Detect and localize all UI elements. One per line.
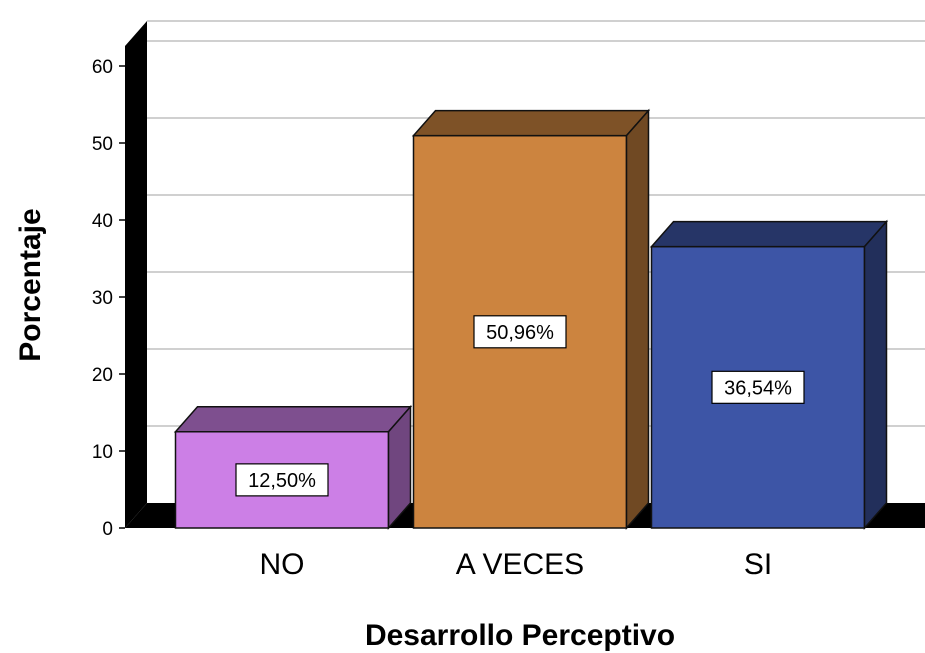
y-tick-label: 40 [92,211,113,232]
y-tick-label: 20 [92,365,113,386]
bars: 12,50% 50,96% 36,54% [173,108,889,530]
data-label: 12,50% [248,470,316,492]
data-label: 50,96% [486,322,554,344]
x-category-label: NO [260,548,305,581]
bar-side [625,108,650,530]
bar-side [863,219,888,530]
y-tick-label: 60 [92,57,113,78]
y-tick-label: 0 [102,519,113,540]
y-tick-label: 30 [92,288,113,309]
x-axis-categories: NO A VECES SI [260,548,773,581]
y-axis-title: Porcentaje [14,208,47,361]
y-tick-label: 10 [92,442,113,463]
y-axis-ticks: 0 10 20 30 40 50 60 [92,57,125,540]
data-label-box [711,370,805,404]
y-tick-label: 50 [92,134,113,155]
data-label-box [235,463,329,497]
bar-3: 36,54% [649,219,889,530]
bar-1: 12,50% [173,404,413,530]
bar-2: 50,96% [411,108,651,530]
bar-top [649,220,889,248]
x-category-label: SI [744,548,772,581]
x-category-label: A VECES [456,548,584,581]
left-wall [125,21,147,528]
x-axis-title: Desarrollo Perceptivo [365,619,675,652]
bar-top [173,406,413,433]
data-label: 36,54% [724,377,792,399]
bar-top [411,109,651,137]
bar-side [387,404,412,530]
data-label-box [473,315,567,349]
